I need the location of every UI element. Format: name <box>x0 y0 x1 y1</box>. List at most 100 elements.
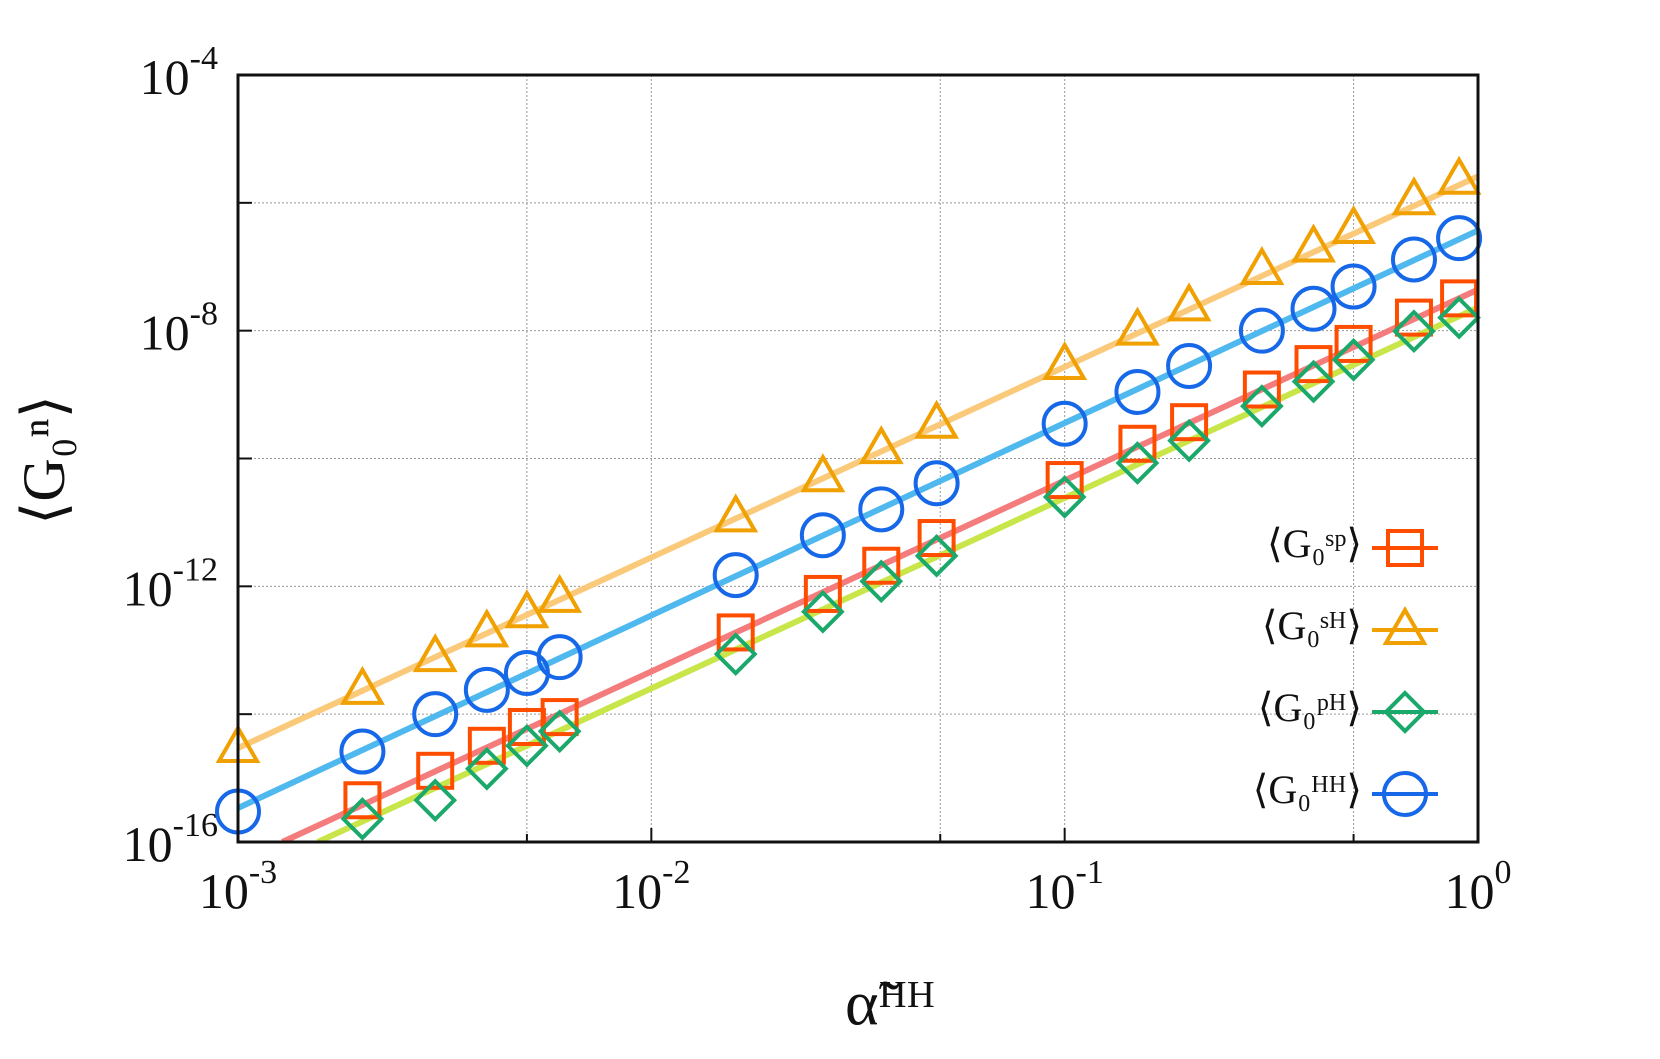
x-tick-label-base: 10 <box>1445 863 1495 919</box>
marker-square <box>540 698 579 737</box>
marker-diamond <box>1167 418 1211 463</box>
marker-diamond <box>859 559 904 604</box>
marker-circle <box>1238 307 1285 354</box>
legend-marker <box>1386 529 1424 567</box>
marker-triangle <box>1331 204 1377 244</box>
x-tick-label-exponent: 0 <box>1495 854 1512 891</box>
y-tick-label: 10-4 <box>140 40 218 106</box>
y-tick-label: 10-16 <box>123 807 218 873</box>
marker-square <box>803 574 842 613</box>
marker-square <box>1440 279 1479 318</box>
x-tick-label: 10-2 <box>612 854 690 920</box>
marker-circle <box>536 634 583 681</box>
marker-square <box>1334 324 1373 363</box>
marker-triangle <box>1166 282 1212 322</box>
y-tick-label-base: 10 <box>140 305 190 361</box>
marker-triangle <box>1042 341 1088 381</box>
x-tick-label-base: 10 <box>199 863 249 919</box>
x-tick-label-base: 10 <box>612 863 662 919</box>
marker-circle <box>1290 285 1337 332</box>
marker-triangle <box>800 453 846 493</box>
marker-triangle <box>464 608 510 648</box>
marker-circle <box>1114 368 1161 415</box>
legend-label: ⟨G₀ᵖᴴ⟩ <box>1258 685 1362 730</box>
marker-diamond <box>505 723 549 768</box>
marker-diamond <box>1392 309 1436 354</box>
x-tick-label-base: 10 <box>1026 863 1076 919</box>
fit-line <box>238 227 1478 811</box>
marker-square <box>917 519 956 558</box>
marker-triangle <box>412 633 458 673</box>
marker-square <box>1170 403 1209 442</box>
x-tick-label: 100 <box>1445 854 1512 920</box>
marker-diamond <box>340 797 385 841</box>
marker-circle <box>799 512 846 559</box>
marker-square <box>716 613 755 652</box>
marker-diamond <box>1115 441 1160 485</box>
y-tick-label-exponent: -16 <box>173 807 218 844</box>
legend-marker <box>1382 771 1428 817</box>
y-tick-label-exponent: -12 <box>173 551 218 588</box>
marker-triangle <box>1436 155 1482 195</box>
plot-frame <box>236 73 1480 844</box>
marker-triangle <box>914 399 960 439</box>
marker-circle <box>1166 343 1213 390</box>
marker-square <box>1118 424 1157 463</box>
marker-circle <box>339 728 386 775</box>
marker-diamond <box>801 589 845 634</box>
marker-triangle <box>858 425 904 465</box>
y-tick-label-base: 10 <box>140 49 190 105</box>
marker-square <box>416 751 455 790</box>
marker-square <box>1242 370 1281 409</box>
x-axis-label: α̃ᴴᴴ <box>845 968 935 1039</box>
y-axis-label: ⟨G₀ⁿ⟩ <box>11 395 77 525</box>
marker-diamond <box>413 778 458 823</box>
marker-triangle <box>1391 176 1437 216</box>
marker-circle <box>1041 400 1088 447</box>
marker-diamond <box>1240 384 1284 428</box>
x-tick-label-exponent: -1 <box>1076 854 1104 891</box>
legend-label: ⟨G₀ˢᵖ⟩ <box>1267 521 1362 566</box>
y-tick-label: 10-8 <box>140 295 218 361</box>
marker-circle <box>712 552 759 599</box>
marker-square <box>467 726 506 765</box>
y-tick-label-exponent: -8 <box>190 295 218 332</box>
marker-diamond <box>1331 337 1376 382</box>
marker-triangle <box>504 589 550 629</box>
marker-square <box>1394 298 1433 337</box>
marker-diamond <box>914 534 959 578</box>
marker-diamond <box>713 632 758 676</box>
marker-circle <box>412 691 459 738</box>
y-tick-label-base: 10 <box>123 816 173 872</box>
marker-diamond <box>465 746 509 791</box>
marker-circle <box>1390 236 1437 283</box>
x-tick-label-exponent: -3 <box>249 854 277 891</box>
marker-circle <box>1330 263 1377 310</box>
marker-diamond <box>1042 475 1087 519</box>
x-tick-label-exponent: -2 <box>662 854 690 891</box>
y-tick-label-base: 10 <box>123 561 173 617</box>
legend-label: ⟨G₀ˢᴴ⟩ <box>1262 603 1362 648</box>
marker-circle <box>858 486 905 533</box>
marker-diamond <box>537 709 582 754</box>
marker-triangle <box>537 573 583 613</box>
marker-square <box>1294 345 1333 384</box>
marker-square <box>1045 461 1084 500</box>
x-tick-label: 10-3 <box>199 854 277 920</box>
legend-marker <box>1382 605 1428 645</box>
marker-triangle <box>1114 306 1160 346</box>
marker-triangle <box>713 493 759 533</box>
y-tick-label-exponent: -4 <box>190 40 218 77</box>
marker-diamond <box>1437 295 1481 340</box>
legend-label: ⟨G₀ᴴᴴ⟩ <box>1253 767 1362 812</box>
marker-triangle <box>1239 245 1285 285</box>
marker-triangle <box>1291 223 1336 263</box>
x-tick-label: 10-1 <box>1026 854 1104 920</box>
marker-square <box>862 546 901 585</box>
marker-circle <box>463 666 510 713</box>
marker-diamond <box>1291 359 1336 404</box>
marker-circle <box>1436 215 1483 262</box>
legend-marker <box>1383 690 1427 734</box>
y-tick-label: 10-12 <box>123 551 218 617</box>
